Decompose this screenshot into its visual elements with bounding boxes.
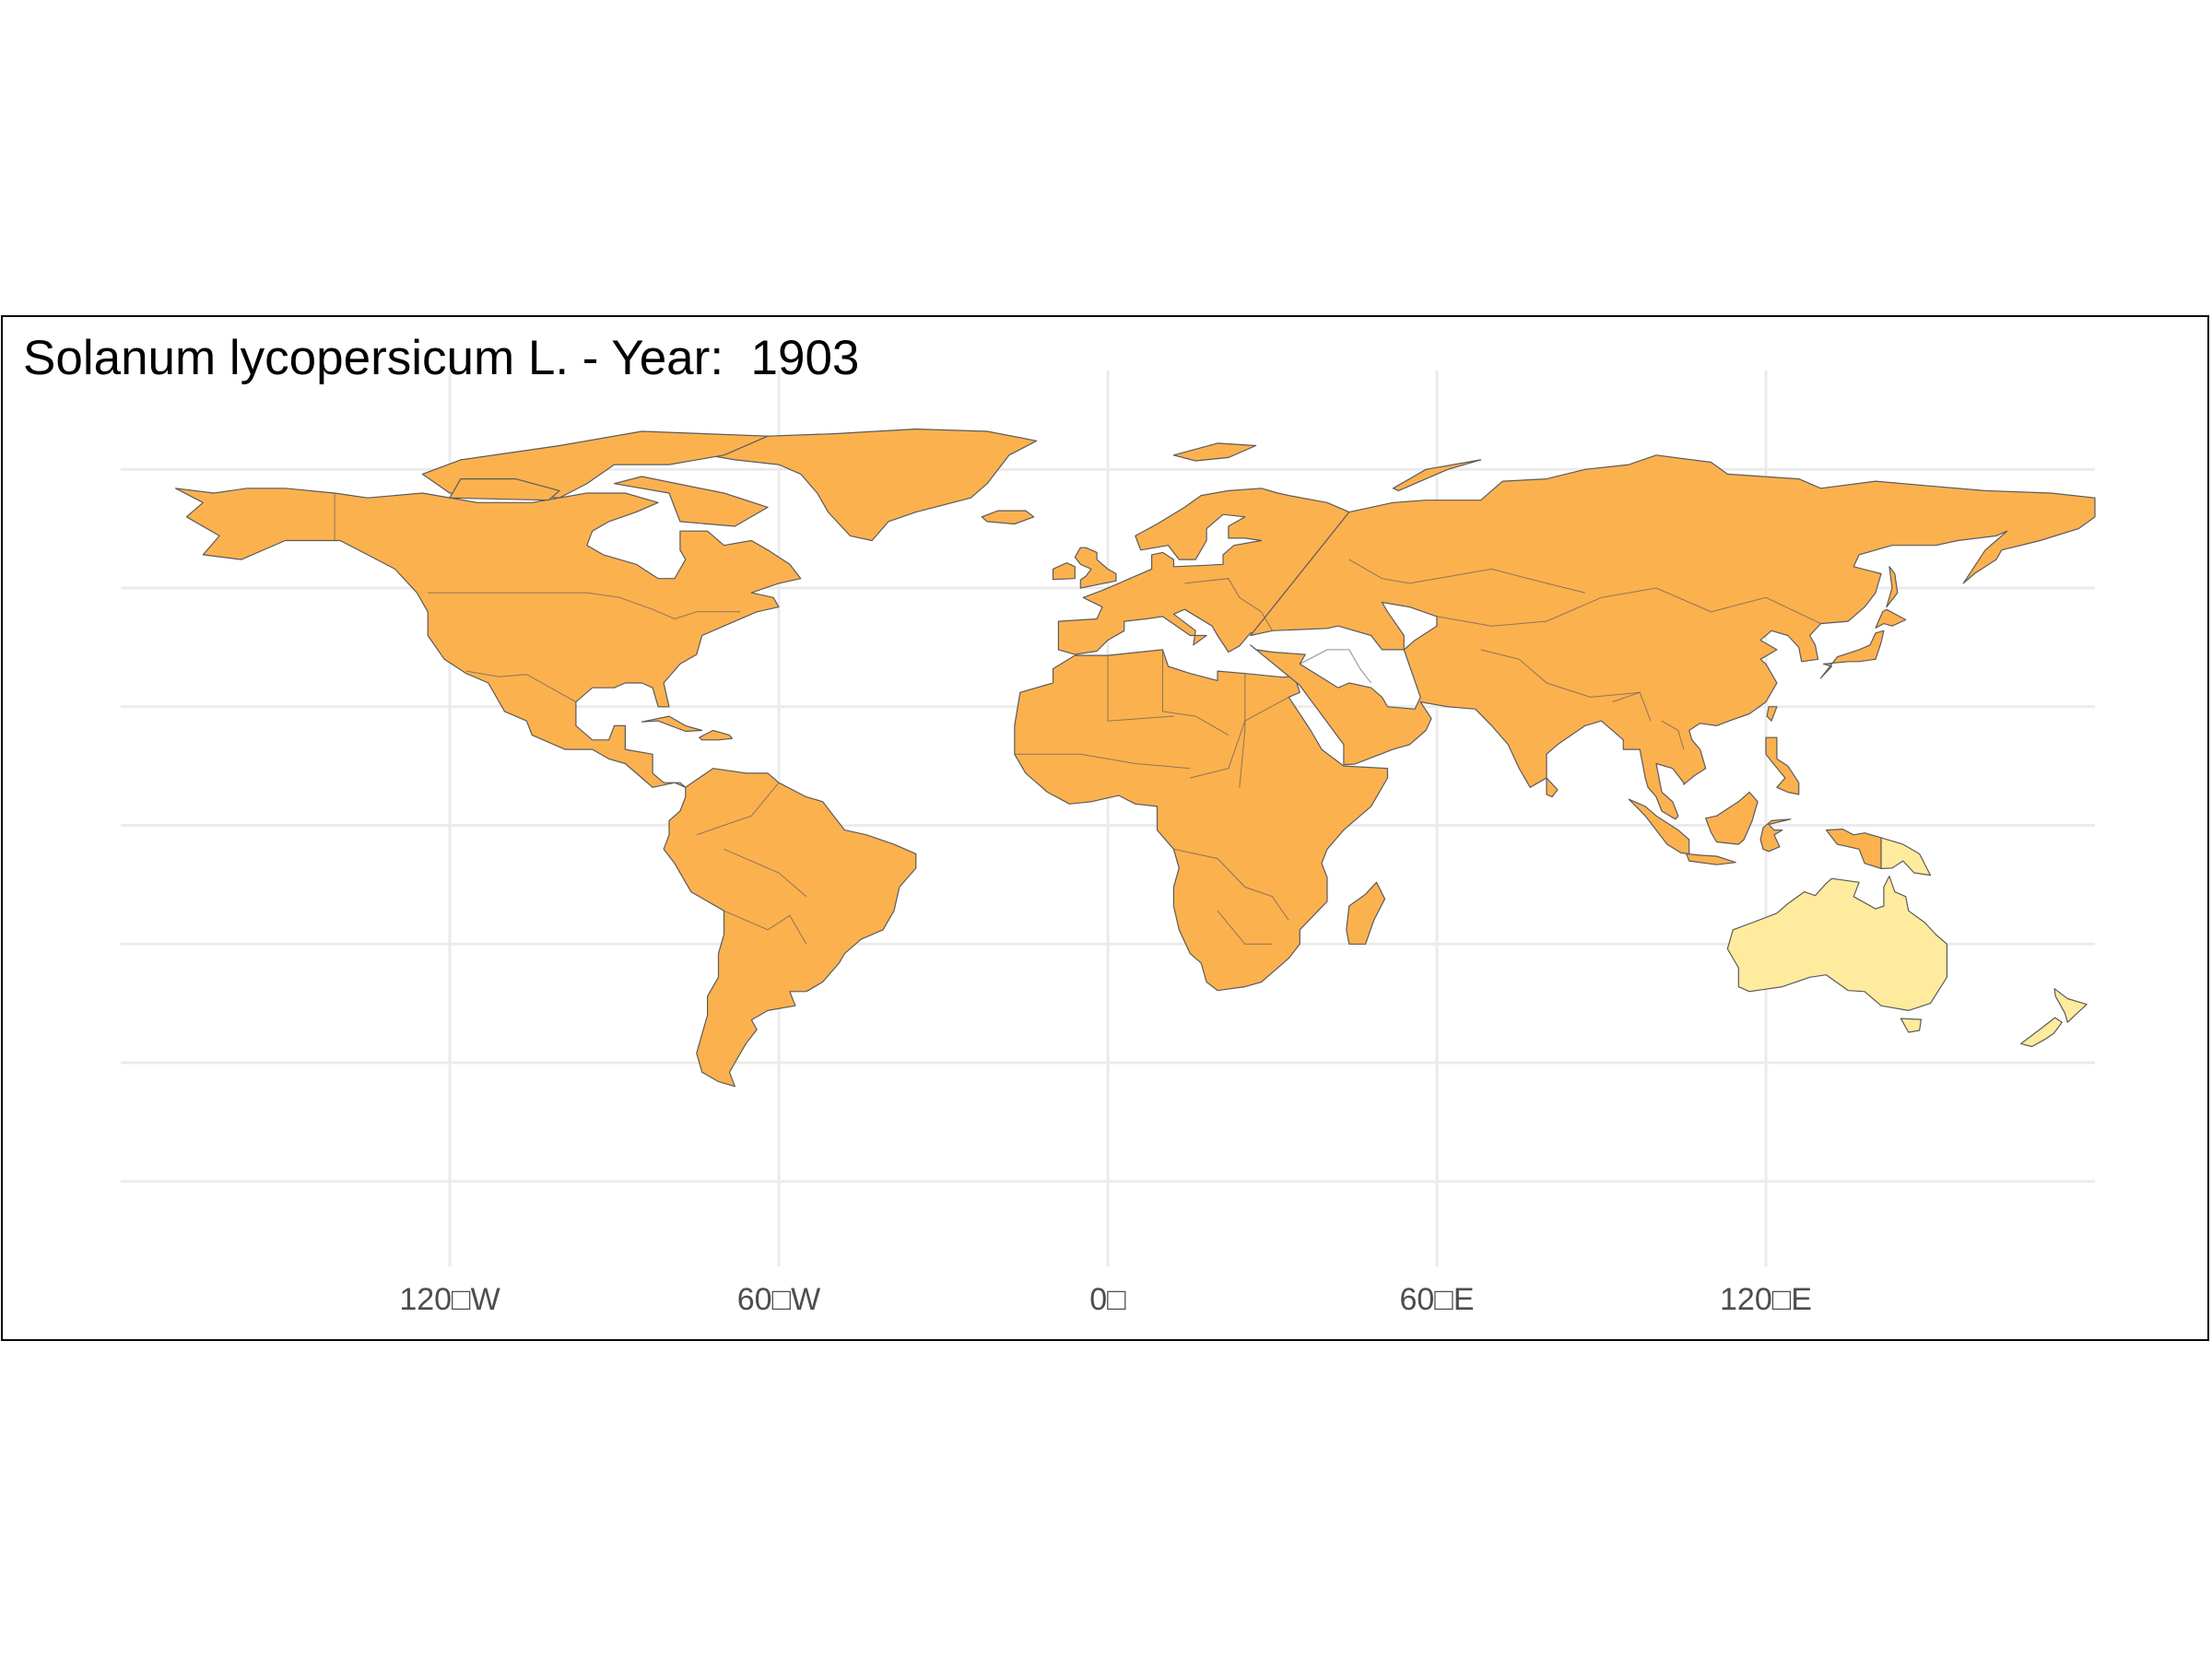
region-philippines (1765, 736, 1800, 795)
country-border (1480, 649, 1641, 698)
region-africa (1014, 649, 1389, 992)
region-cuba (641, 715, 703, 733)
country-border (1436, 587, 1821, 627)
country-border (1173, 848, 1289, 921)
region-java (1686, 853, 1736, 865)
region-iceland (981, 510, 1035, 525)
region-papua-new-guinea (1880, 837, 1932, 877)
country-border (1107, 655, 1174, 722)
lon-tick-label: 0□ (1089, 1282, 1126, 1317)
region-south-america (663, 768, 917, 1088)
country-border (428, 592, 741, 620)
country-border (1014, 753, 1191, 770)
country-border (1162, 649, 1230, 736)
region-sulawesi (1759, 818, 1792, 853)
region-baffin (613, 476, 769, 527)
country-border (465, 670, 577, 703)
world-map: 120□W 60□W 0□ 60□E 120□E (121, 371, 2096, 1317)
region-madagascar (1346, 881, 1386, 945)
region-australia (1726, 875, 1947, 1012)
region-sakhalin (1886, 566, 1899, 608)
country-border (1184, 578, 1273, 631)
region-hokkaido (1875, 608, 1907, 629)
land-layer (174, 428, 2096, 1088)
region-svalbard (1172, 442, 1257, 462)
map-panel: 120□W 60□W 0□ 60□E 120□E Solanum lycopersicu… (1, 315, 2209, 1341)
country-border (724, 848, 807, 898)
lon-tick-labels: 120□W 60□W 0□ 60□E 120□E (399, 1282, 1812, 1317)
region-taiwan (1766, 706, 1778, 722)
lon-tick-label: 60□E (1399, 1282, 1474, 1317)
region-novaya-zemlya (1392, 459, 1482, 491)
region-hispaniola (699, 729, 734, 741)
region-new-guinea-west (1825, 828, 1882, 870)
region-victoria-island (449, 478, 560, 501)
region-asia (1250, 454, 2096, 820)
region-greenland (706, 428, 1038, 542)
lon-tick-label: 120□W (399, 1282, 500, 1317)
region-japan (1819, 629, 1885, 679)
region-borneo (1704, 791, 1759, 845)
region-new-zealand-south (2020, 1017, 2063, 1048)
country-border (1612, 691, 1652, 722)
region-tasmania (1900, 1018, 1922, 1033)
map-title: Solanum lycopersicum L. - Year: 1903 (23, 331, 860, 385)
country-border (696, 782, 780, 836)
country-border (1190, 696, 1289, 779)
country-border (1661, 720, 1685, 750)
country-border (1348, 559, 1585, 594)
region-new-zealand-north (2053, 988, 2088, 1023)
lon-tick-label: 60□W (737, 1282, 820, 1317)
region-north-america (174, 488, 802, 788)
region-sri-lanka (1546, 777, 1559, 798)
country-border (724, 910, 807, 945)
region-europe (1057, 488, 1350, 655)
country-border (1217, 910, 1273, 945)
region-great-britain (1074, 547, 1117, 589)
country-border (1239, 673, 1246, 788)
region-ireland (1052, 562, 1076, 581)
country-border (1300, 649, 1371, 684)
lon-tick-label: 120□E (1720, 1282, 1812, 1317)
